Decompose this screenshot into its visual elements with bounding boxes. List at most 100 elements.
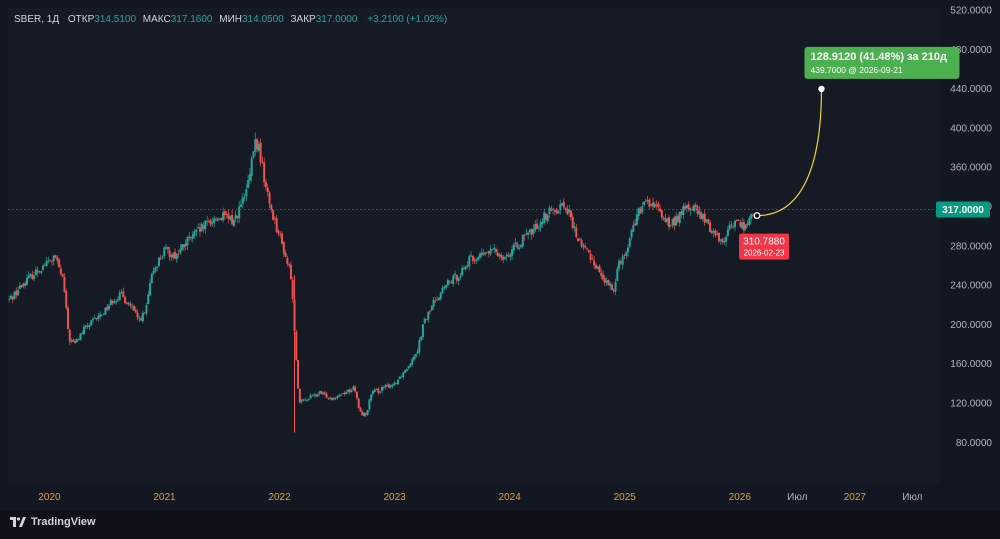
candle-body (47, 260, 50, 262)
candle-body (240, 204, 242, 207)
candle-body (84, 325, 87, 328)
candle-body (266, 187, 269, 193)
candle-body (38, 271, 41, 273)
candle-body (322, 392, 325, 395)
candle-body (131, 306, 134, 308)
candle-body (341, 393, 344, 395)
candle-body (561, 203, 564, 206)
candle-body (614, 281, 617, 292)
candle-body (625, 252, 628, 256)
candle-body (125, 302, 128, 304)
candle-body (177, 253, 180, 255)
candle-body (202, 225, 205, 229)
candle-body (719, 239, 722, 241)
candle-body (27, 275, 30, 279)
candle-body (318, 391, 321, 394)
candle-body (734, 220, 737, 227)
candle-body (163, 247, 166, 256)
candle-body (678, 211, 681, 224)
candle-body (445, 285, 448, 288)
candle-body (352, 386, 355, 390)
candle-body (149, 282, 152, 296)
candle-body (211, 222, 214, 224)
candle-body (691, 209, 694, 211)
candle-body (675, 216, 678, 226)
candle-body (587, 250, 590, 253)
ohlc-legend: SBER, 1Д ОТКР314.5100 МАКС317.1600 МИН31… (14, 14, 447, 25)
candle-body (350, 390, 353, 392)
candle-body (721, 238, 724, 243)
symbol-label[interactable]: SBER, 1Д (14, 14, 60, 25)
candle-body (108, 305, 111, 310)
high-label: МАКС (142, 14, 171, 25)
candle-body (726, 229, 729, 236)
candle-body (503, 257, 506, 259)
candle-body (709, 222, 712, 232)
tradingview-brand[interactable]: TradingView (10, 516, 96, 528)
candle-body (610, 284, 613, 290)
candle-body (714, 230, 717, 236)
candle-body (676, 215, 679, 222)
candle-body (215, 219, 218, 221)
candle-body (380, 387, 383, 391)
candle-body (70, 340, 73, 343)
candle-body (698, 211, 701, 215)
candle-body (263, 162, 266, 183)
candle-body (165, 247, 168, 249)
x-tick-label: 2020 (38, 492, 61, 503)
candle-body (618, 260, 621, 269)
candle-body (555, 209, 558, 214)
candle-body (81, 333, 84, 335)
candle-body (603, 278, 606, 283)
candle-body (653, 203, 656, 208)
candle-body (671, 218, 674, 225)
candle-body (594, 264, 597, 269)
candle-body (193, 231, 196, 236)
candle-body (514, 242, 517, 244)
candle-body (273, 218, 276, 220)
candle-body (421, 324, 424, 338)
candle-body (50, 260, 53, 262)
candle-body (150, 273, 153, 284)
candle-body (455, 274, 458, 281)
candle-body (198, 227, 201, 232)
candle-body (13, 292, 16, 299)
candle-body (700, 212, 703, 220)
candle-body (168, 250, 171, 257)
candle-body (637, 207, 640, 217)
candle-body (648, 199, 651, 207)
candle-body (188, 236, 191, 238)
candle-body (521, 235, 524, 247)
candle-body (664, 217, 667, 222)
candle-body (195, 229, 198, 232)
candle-body (692, 205, 695, 212)
x-tick-label: 2025 (614, 492, 637, 503)
low-value: 314.0500 (241, 14, 284, 25)
candle-body (668, 217, 671, 228)
candle-body (138, 317, 141, 319)
candle-body (184, 243, 187, 246)
candle-body (286, 258, 289, 264)
candle-body (204, 220, 207, 230)
candle-body (507, 255, 510, 257)
candle-body (75, 338, 78, 343)
candle-body (520, 245, 523, 248)
x-tick-label: Июл (902, 492, 922, 503)
candle-body (655, 204, 658, 206)
candle-body (680, 211, 683, 215)
candle-body (641, 206, 644, 213)
candle-body (546, 215, 549, 222)
candle-body (687, 203, 690, 210)
candle-body (446, 279, 449, 285)
brand-name: TradingView (31, 516, 96, 528)
candle-body (238, 206, 241, 219)
candle-body (412, 356, 415, 360)
candle-body (405, 368, 408, 371)
candle-body (452, 275, 455, 285)
candle-body (282, 241, 285, 254)
candle-body (298, 388, 301, 403)
candle-body (436, 299, 439, 301)
x-tick-label: 2024 (499, 492, 522, 503)
candle-body (256, 139, 259, 150)
